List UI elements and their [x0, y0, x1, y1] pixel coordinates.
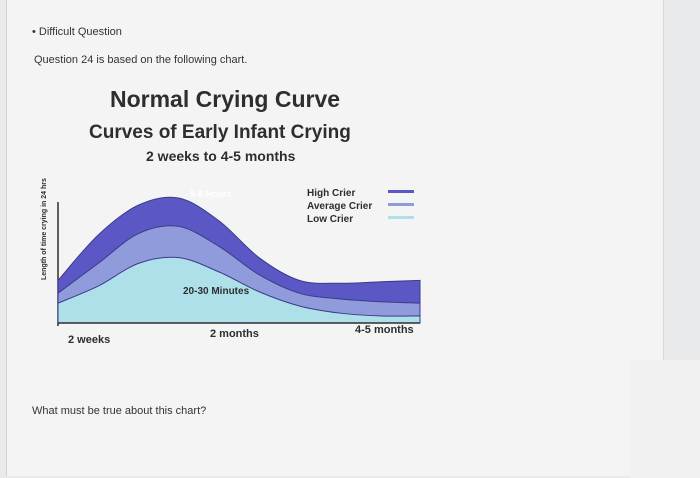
difficulty-text: Difficult Question [38, 26, 122, 38]
question-prompt: What must be true about this chart? [32, 405, 207, 417]
y-axis-label: Length of time crying in 24 hrs [41, 178, 48, 280]
difficulty-label: • Difficult Question [32, 26, 122, 38]
legend-swatch-low [388, 216, 414, 219]
legend-low-crier: Low Crier [307, 214, 353, 225]
area-low-crier [57, 256, 421, 324]
legend-swatch-high [388, 190, 414, 193]
chart-subtitle: Curves of Early Infant Crying [89, 122, 351, 143]
annotation-20-30-minutes: 20-30 Minutes [183, 286, 250, 297]
annotation-5-6-hours: 5-6 Hours [190, 189, 232, 199]
x-tick-4-5-months: 4-5 months [355, 324, 414, 336]
question-intro: Question 24 is based on the following ch… [34, 54, 248, 66]
chart-subtitle-range: 2 weeks to 4-5 months [146, 148, 296, 164]
chart-title: Normal Crying Curve [110, 86, 341, 112]
legend-high-crier: High Crier [307, 188, 355, 199]
area-layers [57, 196, 421, 324]
side-panel [630, 360, 700, 478]
legend-swatch-average [388, 203, 414, 206]
x-tick-2-weeks: 2 weeks [68, 334, 110, 346]
legend-average-crier: Average Crier [307, 201, 372, 212]
x-tick-2-months: 2 months [210, 328, 259, 340]
